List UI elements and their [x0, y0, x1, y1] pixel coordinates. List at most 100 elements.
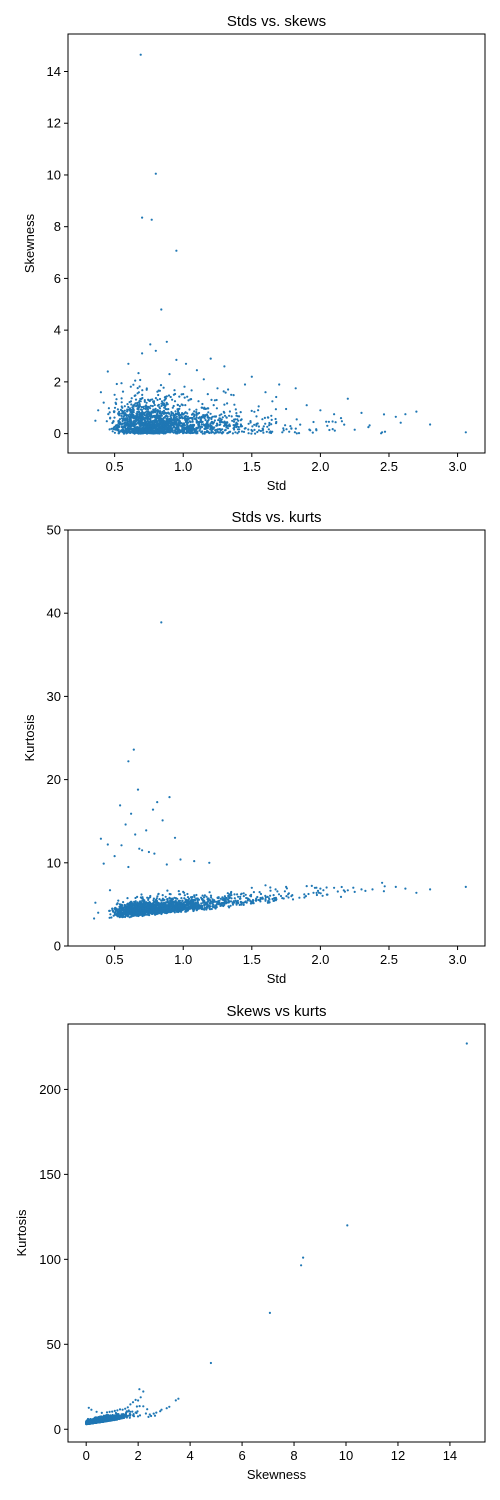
data-point — [258, 891, 261, 894]
data-point — [284, 424, 287, 427]
data-point — [173, 426, 176, 429]
data-point — [200, 425, 204, 429]
data-point — [321, 894, 324, 897]
data-point — [132, 420, 135, 423]
data-point — [216, 428, 219, 431]
data-point — [118, 431, 121, 434]
data-point — [159, 384, 163, 387]
data-point — [120, 397, 123, 400]
data-point — [132, 383, 135, 386]
data-point — [138, 904, 141, 907]
data-point — [172, 404, 175, 408]
data-point — [147, 398, 150, 401]
data-point — [197, 425, 200, 428]
plot-frame — [67, 529, 486, 947]
data-point — [130, 408, 133, 411]
data-point — [291, 898, 295, 901]
data-point — [148, 399, 151, 403]
data-point — [172, 414, 175, 417]
data-point — [360, 888, 363, 891]
data-point — [195, 411, 198, 414]
data-point — [136, 401, 139, 404]
y-tick-label: 6 — [54, 271, 61, 286]
data-point — [137, 421, 140, 424]
data-point — [123, 405, 126, 408]
data-point — [233, 426, 236, 429]
data-point — [175, 358, 178, 361]
data-point — [257, 409, 260, 412]
data-point — [200, 906, 203, 910]
data-point — [202, 414, 205, 417]
data-point — [136, 903, 139, 906]
data-point — [179, 858, 182, 861]
data-point — [117, 420, 120, 423]
data-point — [120, 417, 123, 420]
data-point — [190, 907, 193, 910]
data-point — [94, 901, 97, 904]
data-point — [285, 428, 288, 431]
data-point — [126, 408, 129, 411]
data-point — [133, 403, 136, 406]
data-point — [115, 382, 118, 386]
data-point — [102, 401, 105, 404]
data-point — [207, 411, 210, 414]
data-point — [160, 400, 164, 403]
data-point — [203, 431, 206, 434]
data-point — [158, 397, 162, 401]
data-point — [116, 424, 119, 427]
data-point — [287, 893, 290, 896]
data-point — [168, 896, 171, 900]
data-point — [117, 413, 120, 416]
data-point — [143, 400, 146, 403]
data-point — [339, 895, 343, 899]
data-point — [163, 907, 166, 910]
data-point — [149, 411, 152, 415]
data-point — [118, 912, 121, 915]
data-point — [143, 399, 146, 402]
data-point — [334, 421, 337, 424]
data-point — [207, 900, 210, 903]
data-point — [203, 904, 206, 907]
data-point — [158, 898, 161, 901]
data-point — [132, 405, 135, 408]
data-point — [99, 391, 102, 394]
data-point — [136, 895, 139, 899]
y-axis-label: Kurtosis — [22, 714, 37, 761]
data-point — [156, 895, 159, 898]
data-point — [187, 898, 190, 901]
data-point — [360, 411, 363, 414]
data-point — [383, 430, 387, 433]
data-point — [186, 421, 189, 424]
data-point — [152, 400, 156, 403]
data-point — [138, 403, 141, 406]
data-point — [127, 415, 130, 418]
data-point — [219, 423, 222, 426]
data-point — [124, 421, 127, 424]
data-point — [245, 896, 248, 900]
data-point — [243, 383, 247, 386]
data-point — [204, 427, 207, 430]
data-point — [152, 401, 156, 405]
data-point — [237, 430, 240, 433]
data-point — [129, 431, 132, 435]
data-point — [250, 893, 253, 897]
data-point — [183, 415, 186, 418]
data-point — [129, 423, 132, 426]
data-point — [132, 1415, 136, 1418]
data-point — [174, 410, 177, 413]
data-point — [164, 901, 168, 904]
data-point — [137, 408, 140, 411]
data-point — [230, 393, 233, 396]
data-point — [126, 426, 129, 429]
data-point — [142, 909, 145, 912]
data-point — [185, 908, 188, 912]
data-point — [145, 901, 148, 904]
data-point — [266, 425, 269, 428]
data-point — [160, 426, 163, 429]
data-point — [154, 397, 157, 400]
data-point — [206, 429, 209, 433]
data-point — [170, 419, 173, 422]
data-point — [207, 418, 210, 421]
data-point — [144, 911, 147, 914]
data-point — [158, 432, 161, 435]
